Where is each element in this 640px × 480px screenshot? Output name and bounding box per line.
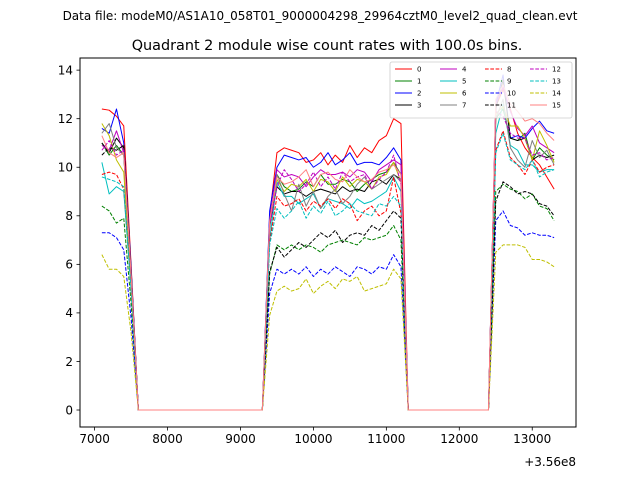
legend-label-6: 6: [462, 90, 467, 98]
legend-label-4: 4: [462, 66, 467, 74]
x-tick-label: 7000: [79, 432, 110, 446]
y-axis: 0 2 4 6 8 10 12 14: [58, 63, 80, 417]
y-tick-label: 6: [65, 258, 73, 272]
legend-label-14: 14: [552, 90, 561, 98]
legend-label-9: 9: [507, 78, 511, 86]
y-tick-label: 0: [65, 403, 73, 417]
x-tick-label: 13000: [513, 432, 551, 446]
series-line-4: [101, 86, 555, 411]
series-line-5: [101, 103, 555, 411]
chart-title: Quadrant 2 module wise count rates with …: [132, 38, 523, 54]
y-tick-label: 2: [65, 355, 73, 369]
legend-label-3: 3: [417, 102, 421, 110]
series-layer: [101, 74, 555, 411]
series-line-11: [101, 144, 555, 411]
series-line-12: [101, 110, 555, 411]
legend-label-11: 11: [507, 102, 516, 110]
y-tick-label: 4: [65, 306, 73, 320]
legend-label-7: 7: [462, 102, 466, 110]
x-tick-label: 10000: [294, 432, 332, 446]
x-tick-label: 11000: [367, 432, 405, 446]
x-axis: 7000 8000 9000 10000 11000 12000 13000: [79, 427, 551, 446]
suptitle: Data file: modeM0/AS1A10_058T01_90000042…: [63, 9, 578, 23]
x-tick-label: 8000: [152, 432, 183, 446]
legend-label-8: 8: [507, 66, 511, 74]
series-line-15: [101, 84, 555, 411]
x-offset-text: +3.56e8: [524, 455, 576, 469]
series-line-14: [101, 244, 555, 411]
series-line-10: [101, 210, 555, 411]
x-tick-label: 12000: [440, 432, 478, 446]
series-line-7: [101, 98, 555, 411]
legend-label-10: 10: [507, 90, 516, 98]
legend-frame: [389, 61, 573, 119]
plot-frame: [79, 57, 577, 428]
legend-label-2: 2: [417, 90, 421, 98]
series-line-9: [101, 183, 555, 411]
legend-label-1: 1: [417, 78, 421, 86]
y-tick-label: 12: [58, 112, 73, 126]
series-line-0: [101, 89, 555, 411]
legend-label-15: 15: [552, 102, 561, 110]
legend-label-0: 0: [417, 66, 421, 74]
y-tick-label: 8: [65, 209, 73, 223]
legend-label-13: 13: [552, 78, 561, 86]
y-tick-label: 14: [58, 63, 73, 77]
legend-label-12: 12: [552, 66, 561, 74]
x-tick-label: 9000: [225, 432, 256, 446]
series-line-2: [101, 74, 555, 411]
series-line-1: [101, 108, 555, 411]
legend-label-5: 5: [462, 78, 466, 86]
series-line-6: [101, 106, 555, 411]
y-tick-label: 10: [58, 161, 73, 175]
